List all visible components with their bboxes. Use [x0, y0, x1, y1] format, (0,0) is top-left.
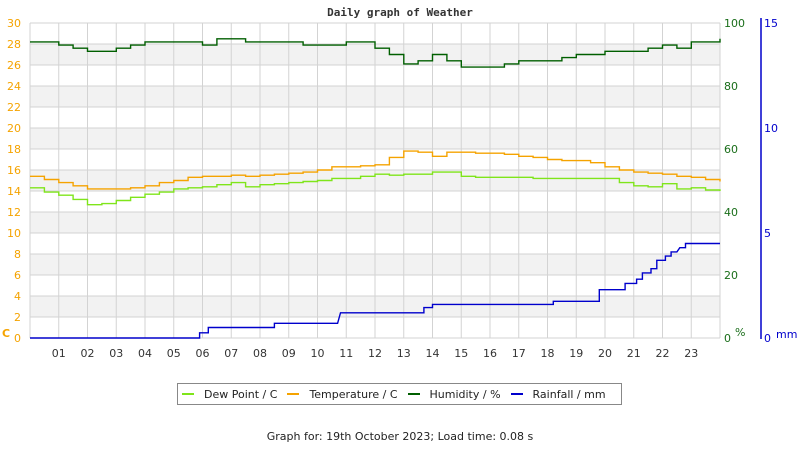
hour-tick: 11 [339, 347, 353, 360]
temperature-tick: 0 [14, 332, 21, 345]
hour-tick: 10 [311, 347, 325, 360]
hour-tick: 18 [541, 347, 555, 360]
rainfall-unit: mm [776, 328, 797, 341]
legend-item-dew-point: Dew Point / C [182, 388, 277, 401]
temperature-tick: 24 [7, 80, 21, 93]
hour-tick: 20 [598, 347, 612, 360]
hour-tick: 06 [196, 347, 210, 360]
temperature-tick: 20 [7, 122, 21, 135]
hour-tick: 21 [627, 347, 641, 360]
plot-grid [29, 22, 721, 339]
temperature-tick: 2 [14, 311, 21, 324]
legend-label: Dew Point / C [204, 387, 278, 401]
legend-label: Rainfall / mm [532, 387, 606, 401]
temperature-line [30, 150, 721, 190]
humidity-tick: 60 [724, 143, 738, 156]
temperature-tick: 4 [14, 290, 21, 303]
hour-tick: 14 [426, 347, 440, 360]
humidity-tick: 100 [724, 17, 745, 30]
hour-tick: 17 [512, 347, 526, 360]
hour-axis: 01 02 03 04 05 06 07 08 09 10 11 12 13 14 15 16 17 18 19 20… [52, 347, 699, 360]
temperature-tick: 10 [7, 227, 21, 240]
legend-item-rainfall: Rainfall / mm [510, 387, 606, 401]
legend-swatch [182, 393, 194, 395]
hour-tick: 09 [282, 347, 296, 360]
temperature-tick: 8 [14, 248, 21, 261]
hour-tick: 12 [368, 347, 382, 360]
humidity-line [30, 38, 721, 68]
chart-title: Daily graph of Weather [327, 6, 473, 19]
temperature-tick: 6 [14, 269, 21, 282]
chart-series [30, 38, 721, 339]
hour-tick: 08 [253, 347, 267, 360]
legend-item-temperature: Temperature / C [287, 387, 398, 401]
temperature-tick: 30 [7, 17, 21, 30]
hour-tick: 15 [454, 347, 468, 360]
temperature-tick: 26 [7, 59, 21, 72]
temperature-tick: 18 [7, 143, 21, 156]
graph-footer: Graph for: 19th October 2023; Load time:… [266, 430, 534, 443]
hour-tick: 16 [483, 347, 497, 360]
humidity-axis: 0 20 40 60 80 100% [724, 17, 745, 345]
hour-tick: 05 [167, 347, 181, 360]
hour-tick: 07 [224, 347, 238, 360]
hour-tick: 01 [52, 347, 66, 360]
temperature-tick: 16 [7, 164, 21, 177]
hour-tick: 19 [569, 347, 583, 360]
humidity-tick: 20 [724, 269, 738, 282]
rainfall-tick: 10 [764, 122, 778, 135]
temperature-tick: 22 [7, 101, 21, 114]
hour-tick: 22 [656, 347, 670, 360]
rainfall-tick: 5 [764, 227, 771, 240]
hour-tick: 23 [684, 347, 698, 360]
rainfall-tick: 15 [764, 17, 778, 30]
hour-tick: 13 [397, 347, 411, 360]
legend-label: Temperature / C [309, 387, 398, 401]
hour-tick: 03 [109, 347, 123, 360]
temperature-tick: 14 [7, 185, 21, 198]
hour-tick: 04 [138, 347, 152, 360]
legend-swatch [407, 393, 420, 395]
humidity-unit: % [735, 326, 745, 339]
legend-swatch [510, 393, 523, 395]
humidity-tick: 0 [724, 332, 731, 345]
rainfall-line [30, 242, 720, 339]
rainfall-tick: 0 [764, 332, 771, 345]
dew-point-line [30, 171, 721, 206]
legend-swatch [287, 393, 300, 395]
legend-label: Humidity / % [429, 387, 501, 401]
temperature-tick: 12 [7, 206, 21, 219]
temperature-tick: 28 [7, 38, 21, 51]
humidity-tick: 80 [724, 80, 738, 93]
rainfall-axis: 0 5 10 15 mm [760, 17, 797, 345]
legend-item-humidity: Humidity / % [407, 387, 501, 401]
hour-tick: 02 [81, 347, 95, 360]
weather-chart: Daily graph of Weather 02468101214161820… [2, 6, 797, 360]
temperature-unit: C [2, 327, 10, 340]
chart-legend: Dew Point / C Temperature / C Humidity / %… [177, 383, 622, 405]
humidity-tick: 40 [724, 206, 738, 219]
